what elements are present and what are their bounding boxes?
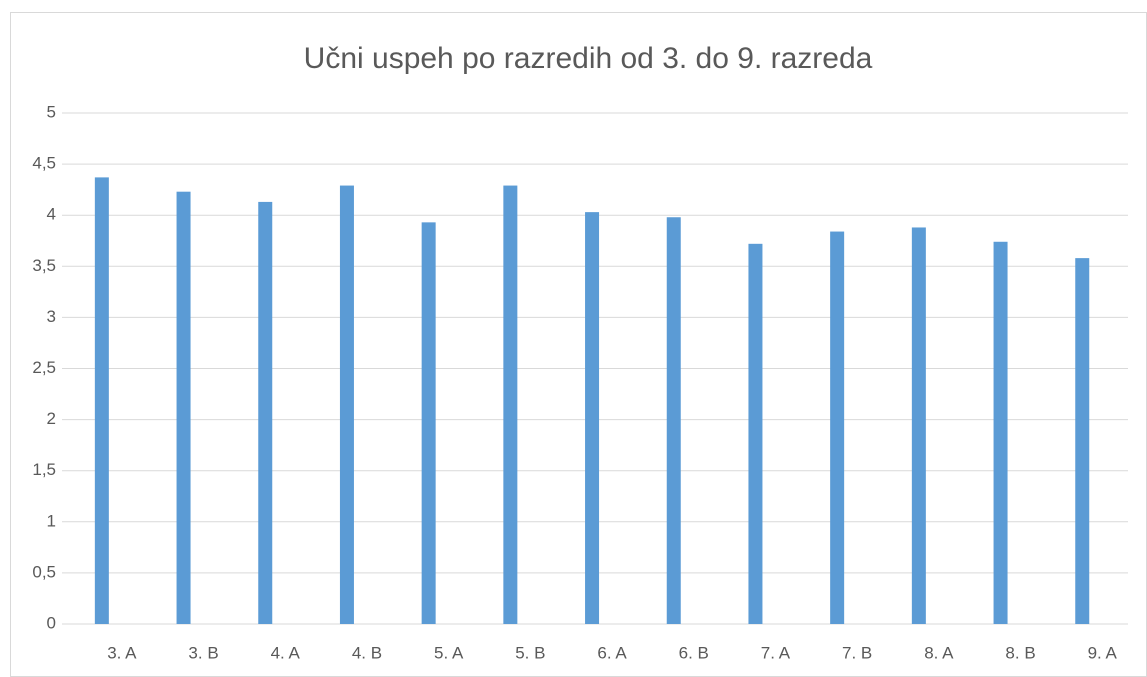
x-tick-label: 5. A	[434, 643, 464, 662]
chart-title: Učni uspeh po razredih od 3. do 9. razre…	[304, 42, 873, 75]
x-tick-label: 3. B	[188, 643, 218, 662]
y-tick-label: 5	[47, 102, 56, 121]
y-tick-label: 0,5	[32, 562, 56, 581]
y-tick-label: 0	[47, 613, 56, 632]
x-tick-label: 7. A	[761, 643, 791, 662]
x-tick-label: 9. A	[1088, 643, 1118, 662]
bar	[94, 177, 109, 625]
x-tick-label: 7. B	[842, 643, 872, 662]
y-tick-label: 3,5	[32, 256, 56, 275]
bar	[911, 227, 926, 625]
x-tick-label: 6. A	[597, 643, 627, 662]
y-tick-label: 1,5	[32, 460, 56, 479]
bar	[503, 185, 518, 624]
x-tick-label: 8. B	[1005, 643, 1035, 662]
x-tick-label: 3. A	[107, 643, 137, 662]
bar	[585, 212, 600, 624]
x-tick-label: 8. A	[924, 643, 954, 662]
x-tick-label: 5. B	[515, 643, 545, 662]
bar	[1075, 258, 1090, 624]
chart-border	[10, 12, 1147, 677]
bar	[339, 185, 354, 624]
y-tick-label: 4,5	[32, 154, 56, 173]
y-tick-label: 2,5	[32, 358, 56, 377]
bar	[748, 243, 763, 625]
y-tick-label: 2	[47, 409, 56, 428]
bar	[830, 231, 845, 624]
bar	[993, 241, 1008, 624]
bar	[421, 222, 436, 624]
x-tick-label: 4. B	[352, 643, 382, 662]
bar	[666, 217, 681, 624]
y-tick-label: 3	[47, 307, 56, 326]
x-tick-label: 4. A	[271, 643, 301, 662]
x-tick-label: 6. B	[679, 643, 709, 662]
bar	[176, 191, 191, 624]
y-tick-label: 1	[47, 511, 56, 530]
y-tick-label: 4	[47, 205, 56, 224]
bar	[258, 201, 273, 624]
